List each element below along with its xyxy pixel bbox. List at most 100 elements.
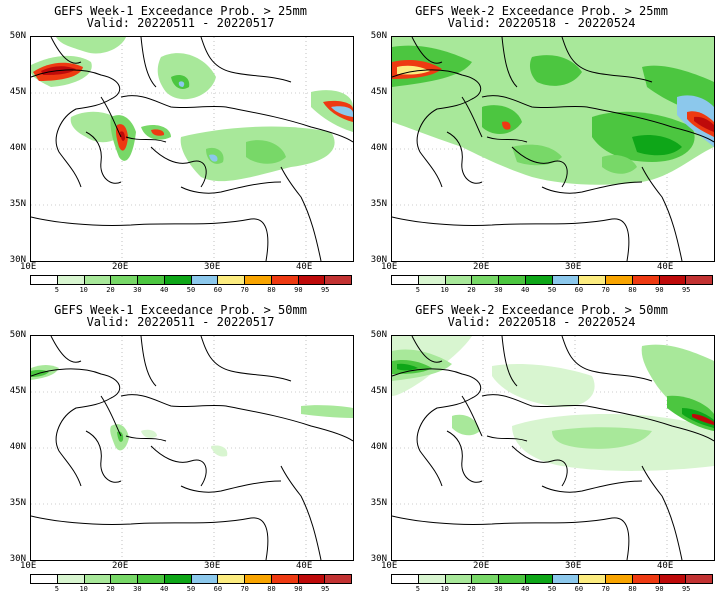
colorbar-label: 40 xyxy=(159,286,169,294)
panel-valid-dates: Valid: 20220511 - 20220517 xyxy=(86,16,275,30)
colorbar-label: 5 xyxy=(54,286,59,294)
lat-label-50n: 50N xyxy=(370,330,387,340)
colorbar-swatch xyxy=(606,276,633,284)
map-week2-25mm xyxy=(391,36,715,262)
colorbar-label: 20 xyxy=(467,286,476,294)
lon-label-40e: 40E xyxy=(657,262,674,272)
colorbar-swatch xyxy=(111,575,138,583)
probability-colorbar xyxy=(30,275,352,285)
colorbar-swatch xyxy=(218,276,245,284)
lon-label-30e: 30E xyxy=(204,561,221,571)
colorbar-label: 40 xyxy=(520,286,530,294)
colorbar-label: 30 xyxy=(133,286,142,294)
colorbar-swatch xyxy=(606,575,633,583)
lon-label-20e: 20E xyxy=(473,561,490,571)
colorbar-swatch xyxy=(659,276,687,284)
lat-label-35n: 35N xyxy=(370,199,387,209)
panel-title: GEFS Week-1 Exceedance Prob. > 50mm xyxy=(54,303,307,317)
lat-label-45n: 45N xyxy=(9,87,26,97)
colorbar-label: 70 xyxy=(240,286,249,294)
colorbar-swatch xyxy=(84,575,112,583)
colorbar-swatch xyxy=(325,276,351,284)
colorbar-label: 50 xyxy=(186,286,196,294)
colorbar-label: 10 xyxy=(79,286,88,294)
colorbar-swatch xyxy=(445,575,473,583)
colorbar-label: 20 xyxy=(467,585,476,593)
colorbar-label: 95 xyxy=(320,585,330,593)
lat-label-45n: 45N xyxy=(370,386,387,396)
colorbar-swatch xyxy=(472,276,499,284)
map-week1-50mm xyxy=(30,335,354,561)
colorbar-label: 80 xyxy=(628,585,637,593)
colorbar-swatch xyxy=(472,575,499,583)
colorbar-label: 95 xyxy=(320,286,330,294)
colorbar-swatch xyxy=(298,575,326,583)
colorbar-label: 20 xyxy=(106,585,115,593)
colorbar-label: 90 xyxy=(294,585,303,593)
colorbar-labels: 5 10 20 30 40 50 60 70 80 90 95 xyxy=(30,586,352,594)
colorbar-swatch xyxy=(499,575,526,583)
lat-label-40n: 40N xyxy=(9,442,26,452)
lon-label-20e: 20E xyxy=(112,561,129,571)
precip-probability-shading xyxy=(392,336,714,471)
colorbar-swatch xyxy=(445,276,473,284)
colorbar-label: 95 xyxy=(681,286,691,294)
lon-label-30e: 30E xyxy=(565,561,582,571)
colorbar-label: 60 xyxy=(213,286,223,294)
colorbar-label: 80 xyxy=(267,286,276,294)
colorbar-swatch xyxy=(111,276,138,284)
panel-valid-dates: Valid: 20220518 - 20220524 xyxy=(447,315,636,329)
lat-label-50n: 50N xyxy=(9,31,26,41)
lat-label-35n: 35N xyxy=(370,498,387,508)
colorbar-swatch xyxy=(418,575,446,583)
coastlines-and-borders xyxy=(31,37,353,261)
coastlines-and-borders xyxy=(392,336,714,560)
lat-label-40n: 40N xyxy=(370,143,387,153)
colorbar-label: 30 xyxy=(494,286,503,294)
colorbar-label: 20 xyxy=(106,286,115,294)
precip-probability-shading xyxy=(31,37,353,182)
panel-title: GEFS Week-2 Exceedance Prob. > 25mm xyxy=(415,4,668,18)
panel-valid-dates: Valid: 20220511 - 20220517 xyxy=(86,315,275,329)
colorbar-label: 5 xyxy=(415,585,420,593)
colorbar-swatch xyxy=(218,575,245,583)
lon-label-10e: 10E xyxy=(381,561,398,571)
colorbar-labels: 5 10 20 30 40 50 60 70 80 90 95 xyxy=(391,586,713,594)
colorbar-swatch xyxy=(84,276,112,284)
colorbar-swatch xyxy=(31,276,58,284)
map-week1-25mm xyxy=(30,36,354,262)
colorbar-label: 60 xyxy=(574,286,584,294)
lat-label-30n: 30N xyxy=(9,554,26,564)
colorbar-swatch xyxy=(686,575,712,583)
panel-title: GEFS Week-2 Exceedance Prob. > 50mm xyxy=(415,303,668,317)
colorbar-label: 10 xyxy=(440,286,449,294)
colorbar-swatch xyxy=(579,276,606,284)
lat-label-35n: 35N xyxy=(9,199,26,209)
lat-label-50n: 50N xyxy=(370,31,387,41)
colorbar-swatch xyxy=(271,276,299,284)
coastlines-and-borders xyxy=(392,37,714,261)
colorbar-label: 80 xyxy=(628,286,637,294)
colorbar-swatch xyxy=(632,276,660,284)
panel-week2-50mm: GEFS Week-2 Exceedance Prob. > 50mm Vali… xyxy=(361,299,722,598)
map-week2-50mm xyxy=(391,335,715,561)
lon-label-10e: 10E xyxy=(381,262,398,272)
colorbar-swatch xyxy=(31,575,58,583)
panel-title: GEFS Week-1 Exceedance Prob. > 25mm xyxy=(54,4,307,18)
lon-label-40e: 40E xyxy=(296,262,313,272)
colorbar-swatch xyxy=(245,575,272,583)
colorbar-label: 30 xyxy=(133,585,142,593)
colorbar-swatch xyxy=(271,575,299,583)
colorbar-swatch xyxy=(418,276,446,284)
lon-label-10e: 10E xyxy=(20,262,37,272)
colorbar-label: 60 xyxy=(213,585,223,593)
panel-week2-25mm: GEFS Week-2 Exceedance Prob. > 25mm Vali… xyxy=(361,0,722,299)
colorbar-swatch xyxy=(298,276,326,284)
colorbar-swatch xyxy=(552,575,580,583)
coastlines-and-borders xyxy=(31,336,353,560)
colorbar-label: 50 xyxy=(547,585,557,593)
panel-week1-50mm: GEFS Week-1 Exceedance Prob. > 50mm Vali… xyxy=(0,299,361,598)
panel-valid-dates: Valid: 20220518 - 20220524 xyxy=(447,16,636,30)
lon-label-40e: 40E xyxy=(296,561,313,571)
panel-week1-25mm: GEFS Week-1 Exceedance Prob. > 25mm Vali… xyxy=(0,0,361,299)
